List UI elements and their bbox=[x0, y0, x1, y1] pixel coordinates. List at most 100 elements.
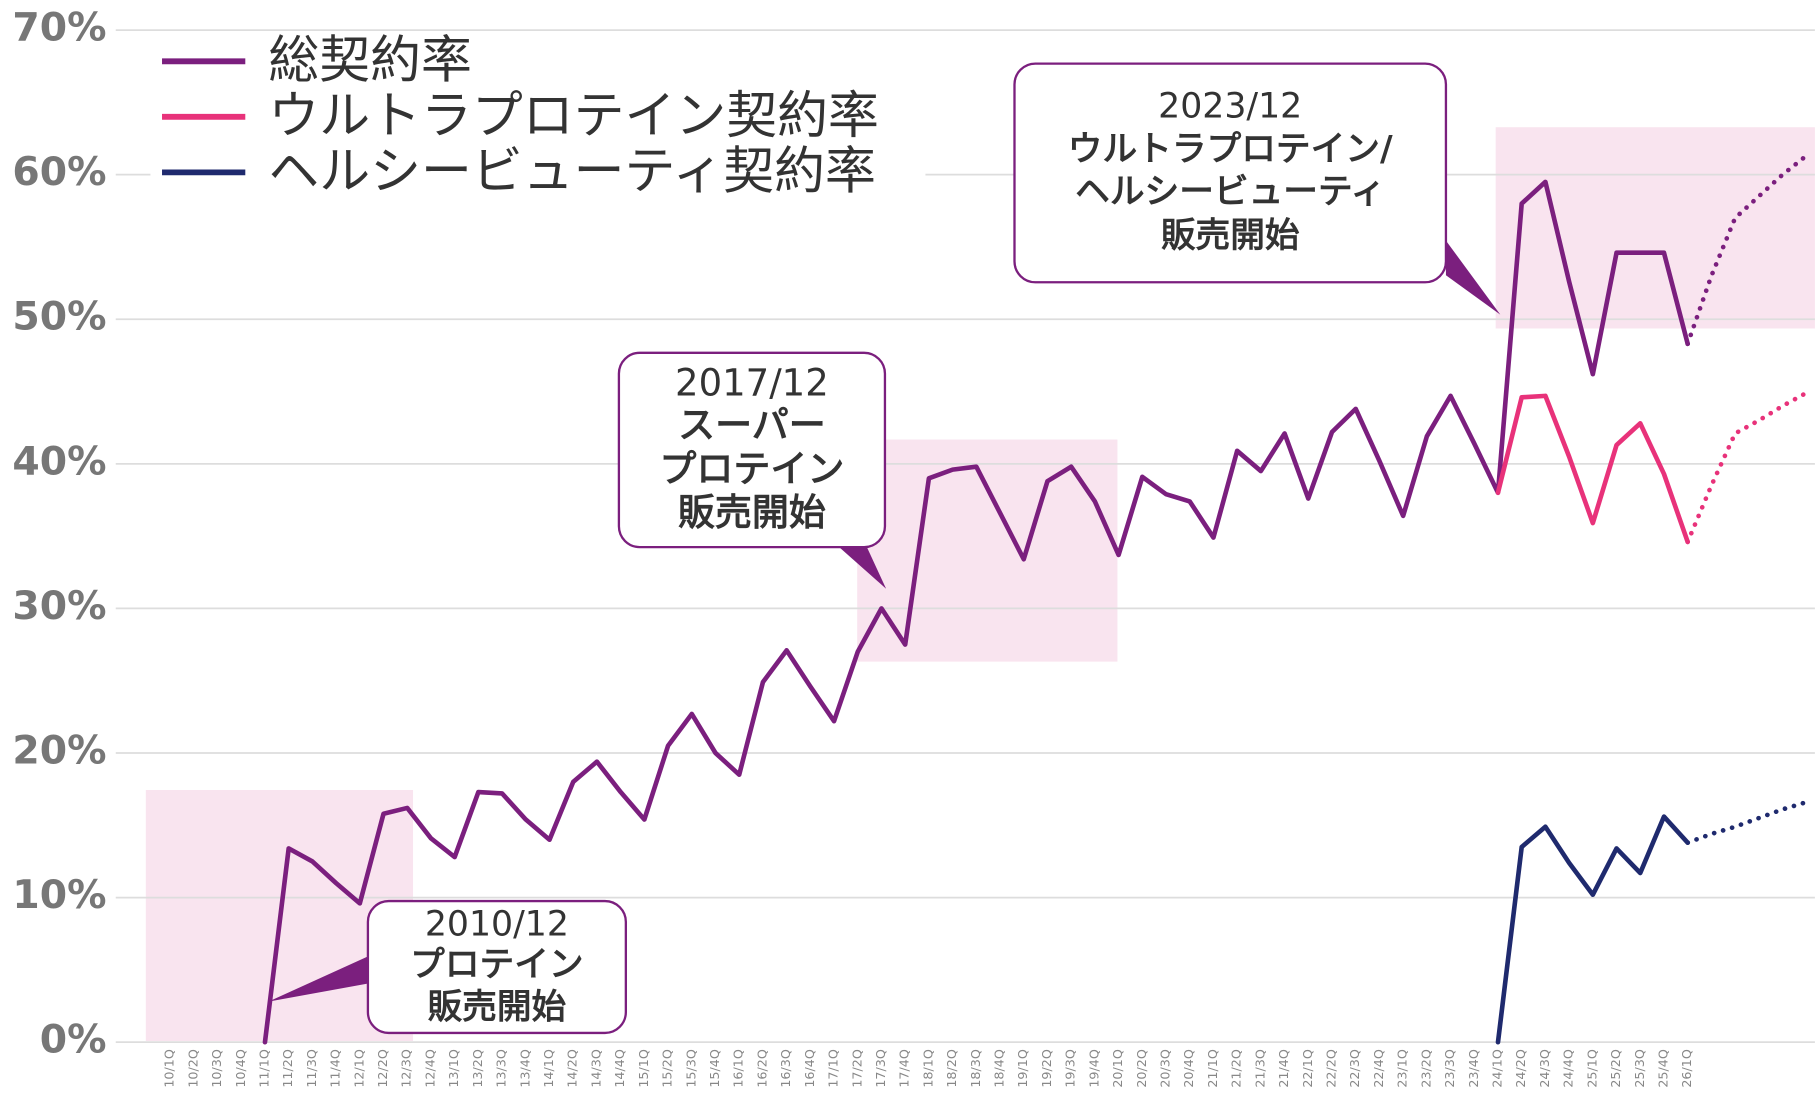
x-tick-label: 10/4Q bbox=[233, 1049, 248, 1088]
x-tick-label: 22/3Q bbox=[1347, 1049, 1362, 1088]
x-tick-label: 15/3Q bbox=[683, 1049, 698, 1088]
x-tick-label: 14/1Q bbox=[541, 1049, 556, 1088]
y-tick-label: 70% bbox=[12, 6, 106, 51]
y-tick-label: 30% bbox=[12, 584, 106, 629]
x-tick-label: 23/4Q bbox=[1466, 1049, 1481, 1088]
callout-text: ウルトラプロテイン/ bbox=[1068, 129, 1393, 169]
highlight-region bbox=[1495, 127, 1815, 329]
x-tick-label: 19/4Q bbox=[1086, 1049, 1101, 1088]
highlight-region bbox=[857, 439, 1118, 662]
legend-background bbox=[150, 34, 926, 199]
x-tick-label: 16/3Q bbox=[778, 1049, 793, 1088]
x-tick-label: 25/4Q bbox=[1655, 1049, 1670, 1088]
x-tick-label: 17/2Q bbox=[849, 1049, 864, 1088]
x-tick-label: 14/4Q bbox=[612, 1049, 627, 1088]
x-tick-label: 10/2Q bbox=[185, 1049, 200, 1088]
x-tick-label: 20/3Q bbox=[1158, 1049, 1173, 1088]
x-tick-label: 25/2Q bbox=[1608, 1049, 1623, 1088]
callout-box bbox=[1013, 62, 1448, 284]
callout-pointer bbox=[835, 543, 887, 589]
legend-label: ヘルシービューティ契約率 bbox=[268, 143, 875, 202]
x-tick-label: 11/3Q bbox=[304, 1049, 319, 1088]
x-tick-label: 26/1Q bbox=[1679, 1049, 1694, 1088]
y-tick-label: 20% bbox=[12, 728, 106, 773]
x-tick-label: 25/1Q bbox=[1584, 1049, 1599, 1088]
x-tick-label: 15/2Q bbox=[660, 1049, 675, 1088]
callout-text: ヘルシービューティ bbox=[1075, 172, 1385, 212]
x-tick-label: 13/2Q bbox=[470, 1049, 485, 1088]
x-tick-label: 13/4Q bbox=[517, 1049, 532, 1088]
callout-text: プロテイン bbox=[659, 447, 844, 490]
x-tick-label: 17/1Q bbox=[826, 1049, 841, 1088]
x-tick-label: 12/2Q bbox=[375, 1049, 390, 1088]
x-tick-label: 22/2Q bbox=[1324, 1049, 1339, 1088]
callout-text: プロテイン bbox=[410, 945, 583, 985]
callout-text: 2017/12 bbox=[675, 362, 829, 405]
x-tick-label: 13/1Q bbox=[446, 1049, 461, 1088]
forecast-line bbox=[1685, 153, 1809, 347]
legend-label: 総契約率 bbox=[268, 32, 472, 91]
callout-pointer bbox=[1445, 240, 1501, 315]
x-tick-label: 23/1Q bbox=[1395, 1049, 1410, 1088]
x-tick-label: 17/4Q bbox=[897, 1049, 912, 1088]
x-tick-label: 16/1Q bbox=[731, 1049, 746, 1088]
x-tick-label: 15/1Q bbox=[636, 1049, 651, 1088]
x-tick-label: 16/4Q bbox=[802, 1049, 817, 1088]
x-tick-label: 21/4Q bbox=[1276, 1049, 1291, 1088]
x-tick-label: 11/4Q bbox=[328, 1049, 343, 1088]
forecast-line bbox=[1685, 799, 1809, 845]
y-tick-label: 60% bbox=[12, 150, 106, 195]
callout-box bbox=[366, 899, 628, 1035]
x-tick-label: 18/2Q bbox=[944, 1049, 959, 1088]
callout-text: スーパー bbox=[678, 403, 826, 446]
y-tick-label: 10% bbox=[12, 873, 106, 918]
x-tick-label: 24/4Q bbox=[1561, 1049, 1576, 1088]
x-tick-label: 16/2Q bbox=[754, 1049, 769, 1088]
callout-text: 販売開始 bbox=[427, 988, 566, 1028]
callout-box bbox=[617, 351, 887, 549]
callout-text: 販売開始 bbox=[1161, 216, 1300, 256]
x-tick-label: 21/1Q bbox=[1205, 1049, 1220, 1088]
x-tick-label: 12/4Q bbox=[422, 1049, 437, 1088]
x-tick-label: 23/2Q bbox=[1418, 1049, 1433, 1088]
x-tick-label: 15/4Q bbox=[707, 1049, 722, 1088]
x-tick-label: 18/4Q bbox=[992, 1049, 1007, 1088]
x-tick-label: 24/1Q bbox=[1489, 1049, 1504, 1088]
callout-text: 2023/12 bbox=[1158, 87, 1302, 127]
x-tick-label: 14/2Q bbox=[565, 1049, 580, 1088]
x-tick-label: 20/2Q bbox=[1134, 1049, 1149, 1088]
series-line bbox=[1495, 814, 1690, 1045]
x-tick-label: 25/3Q bbox=[1632, 1049, 1647, 1088]
y-tick-label: 40% bbox=[12, 439, 106, 484]
x-tick-label: 24/2Q bbox=[1513, 1049, 1528, 1088]
x-tick-label: 20/4Q bbox=[1181, 1049, 1196, 1088]
series-line bbox=[1495, 393, 1690, 545]
x-tick-label: 13/3Q bbox=[494, 1049, 509, 1088]
legend-label: ウルトラプロテイン契約率 bbox=[268, 87, 879, 146]
x-tick-label: 10/3Q bbox=[209, 1049, 224, 1088]
x-tick-label: 23/3Q bbox=[1442, 1049, 1457, 1088]
x-tick-label: 10/1Q bbox=[162, 1049, 177, 1088]
x-tick-label: 12/3Q bbox=[399, 1049, 414, 1088]
x-tick-label: 11/2Q bbox=[280, 1049, 295, 1088]
forecast-line bbox=[1685, 390, 1809, 545]
x-tick-label: 17/3Q bbox=[873, 1049, 888, 1088]
series-line bbox=[262, 179, 1690, 1045]
y-tick-label: 50% bbox=[12, 295, 106, 340]
x-tick-label: 19/1Q bbox=[1015, 1049, 1030, 1088]
callout-text: 販売開始 bbox=[678, 491, 826, 534]
x-tick-label: 12/1Q bbox=[351, 1049, 366, 1088]
x-tick-label: 18/3Q bbox=[968, 1049, 983, 1088]
x-tick-label: 22/1Q bbox=[1300, 1049, 1315, 1088]
x-tick-label: 24/3Q bbox=[1537, 1049, 1552, 1088]
x-tick-label: 19/2Q bbox=[1039, 1049, 1054, 1088]
background bbox=[145, 127, 1815, 1042]
callout-pointer bbox=[268, 955, 371, 1002]
x-tick-label: 21/2Q bbox=[1229, 1049, 1244, 1088]
